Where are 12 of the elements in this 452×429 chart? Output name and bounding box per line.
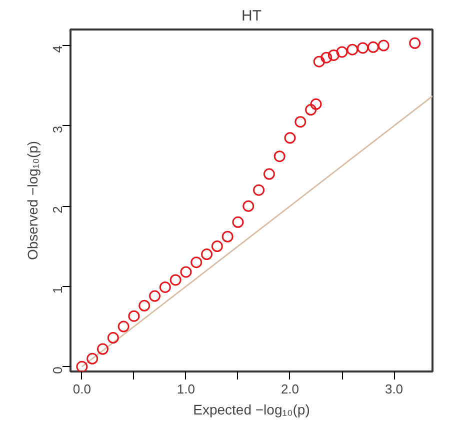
x-tick-label: 2.0	[280, 382, 300, 396]
y-tick-label: 2	[50, 206, 65, 214]
chart-title: HT	[242, 8, 262, 24]
y-tick-label: 4	[50, 46, 65, 53]
x-tick-label: 3.0	[384, 382, 404, 396]
x-tick-label: 0.0	[72, 382, 91, 396]
x-axis-title: Expected −log₁₀(p)	[193, 402, 310, 418]
y-tick-label: 1	[50, 286, 65, 294]
y-tick-label: 3	[50, 126, 65, 134]
y-axis-title: Observed −log₁₀(p)	[24, 140, 40, 260]
y-tick-label: 0	[50, 366, 65, 374]
x-tick-label: 1.0	[176, 382, 196, 396]
